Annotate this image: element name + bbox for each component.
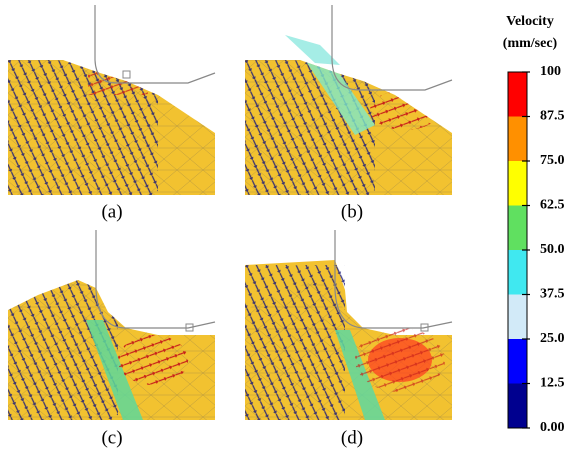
colorbar-band xyxy=(508,294,527,339)
colorbar-tick-label: 87.5 xyxy=(540,109,565,124)
colorbar-band xyxy=(508,72,527,117)
colorbar-unit: (mm/sec) xyxy=(503,36,558,51)
colorbar-tick-label: 62.5 xyxy=(540,198,565,213)
colorbar-band xyxy=(508,161,527,206)
colorbar-tick-label: 37.5 xyxy=(540,287,565,302)
colorbar-tick-label: 0.00 xyxy=(540,420,565,435)
colorbar-title: Velocity xyxy=(506,14,554,29)
colorbar-band xyxy=(508,250,527,295)
colorbar-tick-label: 100 xyxy=(540,64,561,79)
colorbar-tick-label: 12.5 xyxy=(540,376,565,391)
colorbar-band xyxy=(508,339,527,384)
colorbar-band xyxy=(508,205,527,250)
colorbar-tick-label: 75.0 xyxy=(540,153,565,168)
colorbar-tick-label: 25.0 xyxy=(540,331,565,346)
panel-image xyxy=(245,5,453,195)
panel-image xyxy=(8,230,216,420)
panel-image xyxy=(8,5,216,195)
panel-label: (b) xyxy=(341,201,363,222)
colorbar-band xyxy=(508,116,527,161)
panel-image xyxy=(245,230,453,420)
panel-label: (a) xyxy=(101,201,122,222)
panel-label: (c) xyxy=(101,427,122,448)
panel-label: (d) xyxy=(341,427,363,448)
colorbar-band xyxy=(508,383,527,428)
colorbar-tick-label: 50.0 xyxy=(540,242,565,257)
